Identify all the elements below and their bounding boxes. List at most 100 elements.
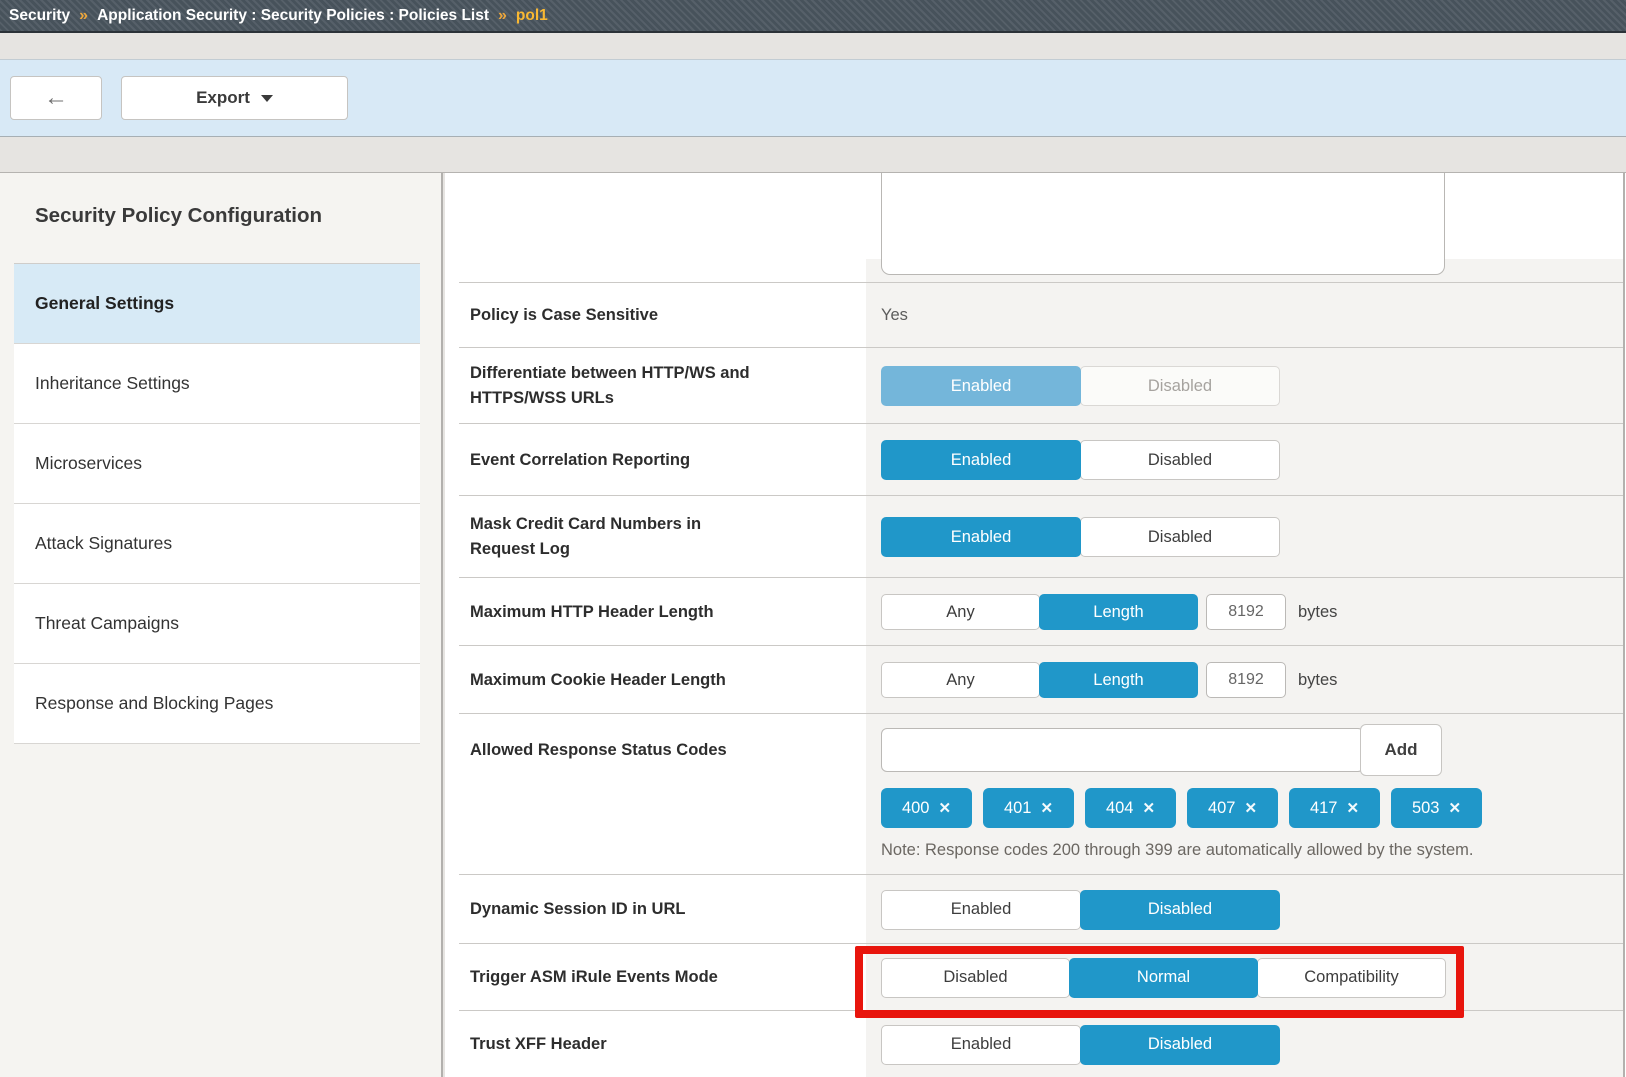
sidebar-item-label: Threat Campaigns (35, 613, 179, 633)
row-mask-credit-card: Mask Credit Card Numbers in Request Log … (445, 496, 1626, 578)
sidebar-item-response-blocking-pages[interactable]: Response and Blocking Pages (14, 664, 420, 744)
setting-label: Maximum Cookie Header Length (470, 670, 726, 689)
remove-code-icon[interactable]: ✕ (1040, 800, 1054, 817)
toolbar: ← Export (0, 59, 1626, 137)
sidebar-nav: General Settings Inheritance Settings Mi… (14, 263, 420, 744)
breadcrumb: Security » Application Security : Securi… (0, 0, 1626, 33)
sidebar-item-label: Attack Signatures (35, 533, 173, 553)
setting-label: Dynamic Session ID in URL (470, 900, 686, 919)
panel-right-edge (1623, 173, 1625, 1077)
max-http-header-toggle: Any Length (881, 594, 1198, 630)
trigger-asm-irule-toggle: Disabled Normal Compatibility (881, 957, 1446, 998)
status-codes-note: Note: Response codes 200 through 399 are… (881, 841, 1474, 859)
row-trigger-asm-irule-events-mode: Trigger ASM iRule Events Mode Disabled N… (445, 944, 1626, 1018)
status-code-chip: 417 ✕ (1289, 788, 1380, 828)
any-button[interactable]: Any (881, 594, 1040, 630)
max-cookie-header-toggle: Any Length (881, 662, 1198, 698)
chip-label: 503 (1411, 798, 1440, 817)
max-http-header-length-input[interactable] (1206, 594, 1286, 630)
chip-label: 407 (1207, 798, 1236, 817)
setting-label: Trust XFF Header (470, 1035, 607, 1054)
setting-label: Event Correlation Reporting (470, 450, 691, 469)
row-max-cookie-header-length: Maximum Cookie Header Length Any Length … (445, 646, 1626, 714)
disabled-button[interactable]: Disabled (1080, 517, 1280, 557)
breadcrumb-separator-icon: » (79, 6, 89, 24)
sidebar-item-label: General Settings (35, 293, 175, 313)
back-button[interactable]: ← (10, 76, 102, 120)
max-cookie-header-length-input[interactable] (1206, 662, 1286, 698)
enabled-button[interactable]: Enabled (881, 889, 1081, 930)
status-code-input[interactable] (881, 728, 1364, 772)
disabled-button[interactable]: Disabled (1080, 1024, 1280, 1065)
sidebar-item-inheritance-settings[interactable]: Inheritance Settings (14, 344, 420, 424)
chip-label: 401 (1003, 798, 1032, 817)
remove-code-icon[interactable]: ✕ (1244, 800, 1258, 817)
setting-label: Allowed Response Status Codes (470, 741, 727, 759)
settings-panel: Policy is Case Sensitive Yes Differentia… (445, 173, 1626, 1077)
sidebar-item-label: Response and Blocking Pages (35, 693, 274, 713)
remove-code-icon[interactable]: ✕ (1346, 800, 1360, 817)
chevron-down-icon (260, 94, 273, 102)
remove-code-icon[interactable]: ✕ (1448, 800, 1462, 817)
add-status-code-button[interactable]: Add (1360, 724, 1442, 776)
breadcrumb-segment-policy: pol1 (515, 6, 548, 24)
row-allowed-response-status-codes: Allowed Response Status Codes Add 400 ✕ … (445, 714, 1626, 875)
setting-label: Trigger ASM iRule Events Mode (470, 968, 718, 987)
enabled-button[interactable]: Enabled (881, 517, 1081, 557)
row-dynamic-session-id: Dynamic Session ID in URL Enabled Disabl… (445, 875, 1626, 944)
breadcrumb-separator-icon: » (498, 6, 507, 24)
chip-label: 400 (901, 798, 930, 817)
row-differentiate-http-ws: Differentiate between HTTP/WS and HTTPS/… (445, 348, 1626, 424)
status-code-chips: 400 ✕ 401 ✕ 404 ✕ 407 ✕ (881, 788, 1482, 828)
content-area: Security Policy Configuration General Se… (0, 172, 1626, 1077)
row-trust-xff-header: Trust XFF Header Enabled Disabled (445, 1011, 1626, 1077)
sidebar-item-microservices[interactable]: Microservices (14, 424, 420, 504)
setting-label: Mask Credit Card Numbers in Request Log (470, 515, 702, 558)
sidebar-item-general-settings[interactable]: General Settings (14, 264, 420, 344)
chip-label: 417 (1309, 798, 1338, 817)
bytes-unit-label: bytes (1298, 670, 1338, 689)
enabled-button[interactable]: Enabled (881, 366, 1081, 406)
sidebar-title: Security Policy Configuration (35, 204, 323, 227)
row-max-http-header-length: Maximum HTTP Header Length Any Length by… (445, 578, 1626, 646)
normal-button[interactable]: Normal (1069, 957, 1258, 998)
status-code-chip: 400 ✕ (881, 788, 972, 828)
differentiate-http-ws-toggle: Enabled Disabled (881, 366, 1280, 406)
enabled-button[interactable]: Enabled (881, 1024, 1081, 1065)
export-button-label: Export (196, 88, 250, 107)
back-arrow-icon: ← (44, 84, 68, 111)
disabled-button[interactable]: Disabled (1080, 366, 1280, 406)
setting-label: Policy is Case Sensitive (470, 306, 659, 325)
length-button[interactable]: Length (1039, 662, 1198, 698)
sidebar-item-attack-signatures[interactable]: Attack Signatures (14, 504, 420, 584)
dynamic-session-id-toggle: Enabled Disabled (881, 889, 1280, 930)
breadcrumb-segment-security[interactable]: Security (9, 6, 71, 24)
chip-label: 404 (1105, 798, 1134, 817)
sidebar-item-threat-campaigns[interactable]: Threat Campaigns (14, 584, 420, 664)
event-correlation-toggle: Enabled Disabled (881, 440, 1280, 480)
row-event-correlation: Event Correlation Reporting Enabled Disa… (445, 424, 1626, 496)
row-scrolled-input (445, 173, 1626, 283)
sidebar: Security Policy Configuration General Se… (0, 173, 443, 1077)
compatibility-button[interactable]: Compatibility (1257, 957, 1446, 998)
status-code-chip: 407 ✕ (1187, 788, 1278, 828)
disabled-button[interactable]: Disabled (1080, 889, 1280, 930)
mask-credit-card-toggle: Enabled Disabled (881, 517, 1280, 557)
disabled-button[interactable]: Disabled (1080, 440, 1280, 480)
setting-label: Differentiate between HTTP/WS and HTTPS/… (470, 364, 750, 407)
row-policy-case-sensitive: Policy is Case Sensitive Yes (445, 283, 1626, 348)
scrolled-text-input[interactable] (881, 173, 1445, 275)
breadcrumb-segment-path[interactable]: Application Security : Security Policies… (97, 6, 489, 24)
length-button[interactable]: Length (1039, 594, 1198, 630)
trust-xff-toggle: Enabled Disabled (881, 1024, 1280, 1065)
enabled-button[interactable]: Enabled (881, 440, 1081, 480)
any-button[interactable]: Any (881, 662, 1040, 698)
status-code-chip: 503 ✕ (1391, 788, 1482, 828)
setting-label: Maximum HTTP Header Length (470, 602, 714, 621)
export-button[interactable]: Export (121, 76, 348, 120)
remove-code-icon[interactable]: ✕ (938, 800, 952, 817)
status-code-chip: 401 ✕ (983, 788, 1074, 828)
status-code-chip: 404 ✕ (1085, 788, 1176, 828)
disabled-button[interactable]: Disabled (881, 957, 1070, 998)
remove-code-icon[interactable]: ✕ (1142, 800, 1156, 817)
